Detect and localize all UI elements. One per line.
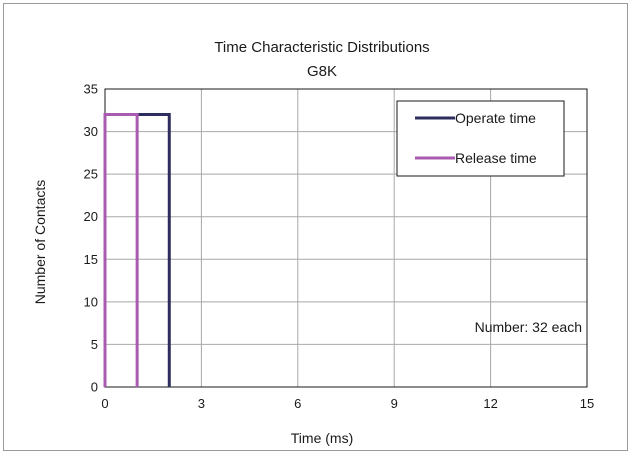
x-tick-label: 9 [391, 396, 398, 411]
x-tick-label: 15 [580, 396, 594, 411]
legend-label-operate: Operate time [455, 110, 536, 126]
grid [105, 89, 587, 387]
x-tick-label: 0 [101, 396, 108, 411]
series-layer [103, 113, 171, 387]
x-tick-label: 12 [483, 396, 497, 411]
y-tick-label: 30 [84, 124, 98, 139]
chart-title: Time Characteristic Distributions [214, 39, 429, 56]
y-axis-label: Number of Contacts [32, 180, 48, 305]
y-tick-label: 5 [91, 337, 98, 352]
series-line-release-time [103, 113, 139, 387]
legend-label-release: Release time [455, 150, 537, 166]
chart-frame: 0 5 10 15 20 25 30 35 0 3 6 9 12 15 Time Characterist… [3, 3, 628, 451]
y-tick-label: 35 [84, 82, 98, 97]
x-axis-label: Time (ms) [291, 430, 353, 446]
y-tick-label: 0 [91, 380, 98, 395]
x-tick-label: 6 [294, 396, 301, 411]
chart-svg: 0 5 10 15 20 25 30 35 0 3 6 9 12 15 Time Characterist… [32, 39, 595, 446]
annotation-number: Number: 32 each [475, 319, 582, 335]
legend-box [396, 100, 565, 177]
y-tick-label: 10 [84, 294, 98, 309]
y-tick-label: 20 [84, 209, 98, 224]
tick-labels: 0 5 10 15 20 25 30 35 0 3 6 9 12 15 [84, 82, 595, 412]
legend: Operate time Release time [396, 100, 565, 177]
y-tick-label: 25 [84, 167, 98, 182]
x-tick-label: 3 [198, 396, 205, 411]
chart-subtitle: G8K [307, 63, 337, 80]
y-tick-label: 15 [84, 252, 98, 267]
